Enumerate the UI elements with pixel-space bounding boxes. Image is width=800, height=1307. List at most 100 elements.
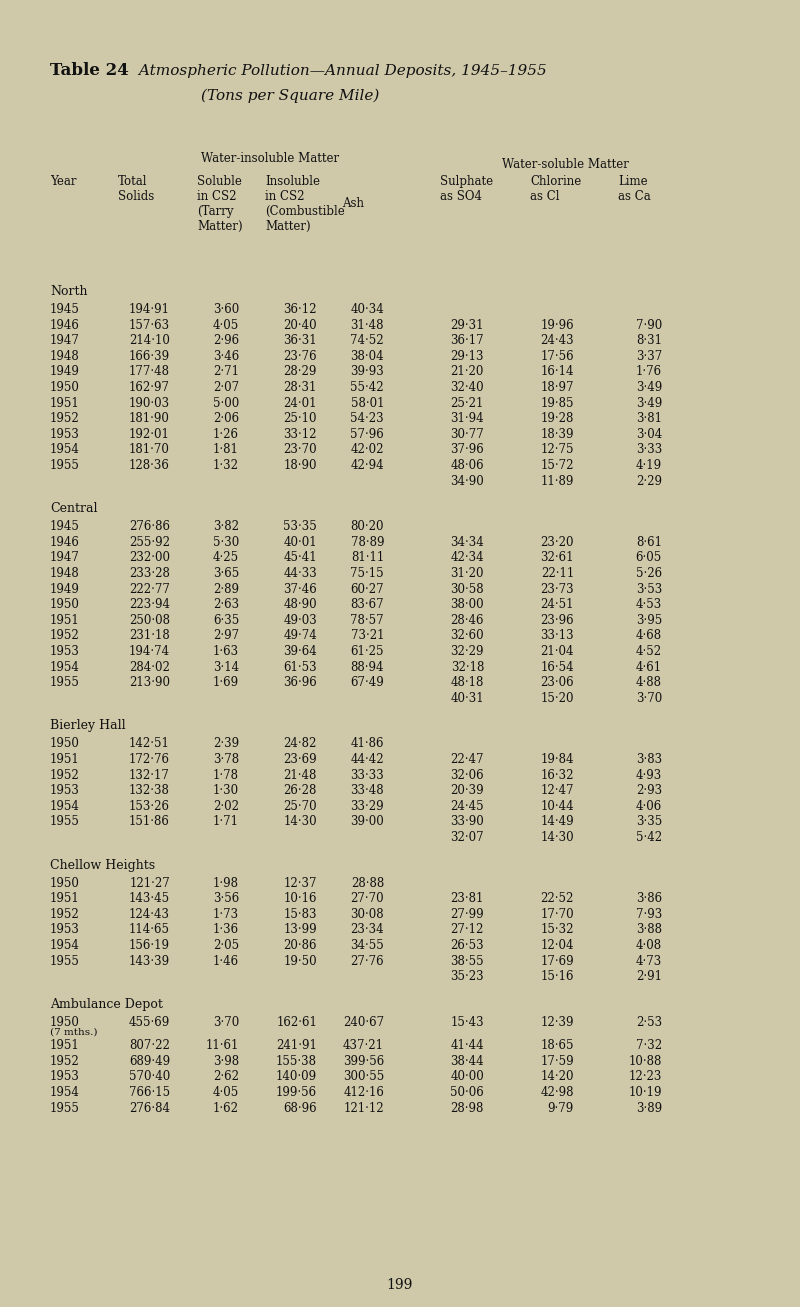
Text: 28·46: 28·46 xyxy=(450,614,484,627)
Text: 44·42: 44·42 xyxy=(350,753,384,766)
Text: 54·23: 54·23 xyxy=(350,412,384,425)
Text: 1952: 1952 xyxy=(50,630,80,643)
Text: 36·17: 36·17 xyxy=(450,335,484,348)
Text: 23·96: 23·96 xyxy=(540,614,574,627)
Text: 33·48: 33·48 xyxy=(350,784,384,797)
Text: 2·96: 2·96 xyxy=(213,335,239,348)
Text: 12·47: 12·47 xyxy=(541,784,574,797)
Text: 7·32: 7·32 xyxy=(636,1039,662,1052)
Text: 14·30: 14·30 xyxy=(283,816,317,829)
Text: 67·49: 67·49 xyxy=(350,676,384,689)
Text: 13·99: 13·99 xyxy=(283,924,317,936)
Text: 181·70: 181·70 xyxy=(129,443,170,456)
Text: 40·00: 40·00 xyxy=(450,1070,484,1084)
Text: 222·77: 222·77 xyxy=(129,583,170,596)
Text: 1951: 1951 xyxy=(50,753,80,766)
Text: 1955: 1955 xyxy=(50,459,80,472)
Text: 23·70: 23·70 xyxy=(283,443,317,456)
Text: Total
Solids: Total Solids xyxy=(118,175,154,203)
Text: 1·73: 1·73 xyxy=(213,908,239,921)
Text: Ash: Ash xyxy=(342,197,364,210)
Text: 1952: 1952 xyxy=(50,412,80,425)
Text: Ambulance Depot: Ambulance Depot xyxy=(50,997,163,1010)
Text: 807·22: 807·22 xyxy=(129,1039,170,1052)
Text: 121·12: 121·12 xyxy=(343,1102,384,1115)
Text: 34·34: 34·34 xyxy=(450,536,484,549)
Text: 24·45: 24·45 xyxy=(450,800,484,813)
Text: 28·29: 28·29 xyxy=(284,366,317,379)
Text: 1952: 1952 xyxy=(50,769,80,782)
Text: 18·39: 18·39 xyxy=(541,427,574,440)
Text: 276·84: 276·84 xyxy=(129,1102,170,1115)
Text: 34·55: 34·55 xyxy=(350,938,384,951)
Text: 7·90: 7·90 xyxy=(636,319,662,332)
Text: 12·37: 12·37 xyxy=(283,877,317,890)
Text: 22·52: 22·52 xyxy=(541,893,574,906)
Text: 15·43: 15·43 xyxy=(450,1016,484,1029)
Text: 11·61: 11·61 xyxy=(206,1039,239,1052)
Text: 1952: 1952 xyxy=(50,908,80,921)
Text: 1950: 1950 xyxy=(50,1016,80,1029)
Text: 1947: 1947 xyxy=(50,335,80,348)
Text: 155·38: 155·38 xyxy=(276,1055,317,1068)
Text: 21·20: 21·20 xyxy=(450,366,484,379)
Text: 2·97: 2·97 xyxy=(213,630,239,643)
Text: 1·76: 1·76 xyxy=(636,366,662,379)
Text: 3·78: 3·78 xyxy=(213,753,239,766)
Text: (Tons per Square Mile): (Tons per Square Mile) xyxy=(201,89,379,103)
Text: 74·52: 74·52 xyxy=(350,335,384,348)
Text: 1945: 1945 xyxy=(50,303,80,316)
Text: 39·64: 39·64 xyxy=(283,644,317,657)
Text: 223·94: 223·94 xyxy=(129,599,170,612)
Text: 4·88: 4·88 xyxy=(636,676,662,689)
Text: 23·81: 23·81 xyxy=(450,893,484,906)
Text: 78·57: 78·57 xyxy=(350,614,384,627)
Text: 25·10: 25·10 xyxy=(283,412,317,425)
Text: 41·86: 41·86 xyxy=(350,737,384,750)
Text: 124·43: 124·43 xyxy=(129,908,170,921)
Text: 3·98: 3·98 xyxy=(213,1055,239,1068)
Text: 276·86: 276·86 xyxy=(129,520,170,533)
Text: 1949: 1949 xyxy=(50,366,80,379)
Text: 1·36: 1·36 xyxy=(213,924,239,936)
Text: 19·50: 19·50 xyxy=(283,954,317,967)
Text: 1946: 1946 xyxy=(50,536,80,549)
Text: 37·46: 37·46 xyxy=(283,583,317,596)
Text: 32·06: 32·06 xyxy=(450,769,484,782)
Text: 3·88: 3·88 xyxy=(636,924,662,936)
Text: 1951: 1951 xyxy=(50,614,80,627)
Text: 4·05: 4·05 xyxy=(213,1086,239,1099)
Text: 4·93: 4·93 xyxy=(636,769,662,782)
Text: 1·69: 1·69 xyxy=(213,676,239,689)
Text: 22·47: 22·47 xyxy=(450,753,484,766)
Text: 214·10: 214·10 xyxy=(129,335,170,348)
Text: 166·39: 166·39 xyxy=(129,350,170,363)
Text: 4·61: 4·61 xyxy=(636,660,662,673)
Text: 17·59: 17·59 xyxy=(540,1055,574,1068)
Text: 4·25: 4·25 xyxy=(213,552,239,565)
Text: 2·06: 2·06 xyxy=(213,412,239,425)
Text: 3·89: 3·89 xyxy=(636,1102,662,1115)
Text: 132·17: 132·17 xyxy=(129,769,170,782)
Text: 2·02: 2·02 xyxy=(213,800,239,813)
Text: 22·11: 22·11 xyxy=(541,567,574,580)
Text: 78·89: 78·89 xyxy=(350,536,384,549)
Text: 8·31: 8·31 xyxy=(636,335,662,348)
Text: 6·05: 6·05 xyxy=(636,552,662,565)
Text: 28·98: 28·98 xyxy=(450,1102,484,1115)
Text: 57·96: 57·96 xyxy=(350,427,384,440)
Text: 40·34: 40·34 xyxy=(350,303,384,316)
Text: 33·12: 33·12 xyxy=(283,427,317,440)
Text: Atmospheric Pollution—Annual Deposits, 1945–1955: Atmospheric Pollution—Annual Deposits, 1… xyxy=(134,64,546,78)
Text: 21·04: 21·04 xyxy=(541,644,574,657)
Text: 48·90: 48·90 xyxy=(283,599,317,612)
Text: 39·00: 39·00 xyxy=(350,816,384,829)
Text: 233·28: 233·28 xyxy=(129,567,170,580)
Text: 27·12: 27·12 xyxy=(450,924,484,936)
Text: 128·36: 128·36 xyxy=(129,459,170,472)
Text: 28·88: 28·88 xyxy=(350,877,384,890)
Text: North: North xyxy=(50,285,87,298)
Text: 1·71: 1·71 xyxy=(213,816,239,829)
Text: 3·65: 3·65 xyxy=(213,567,239,580)
Text: 3·82: 3·82 xyxy=(213,520,239,533)
